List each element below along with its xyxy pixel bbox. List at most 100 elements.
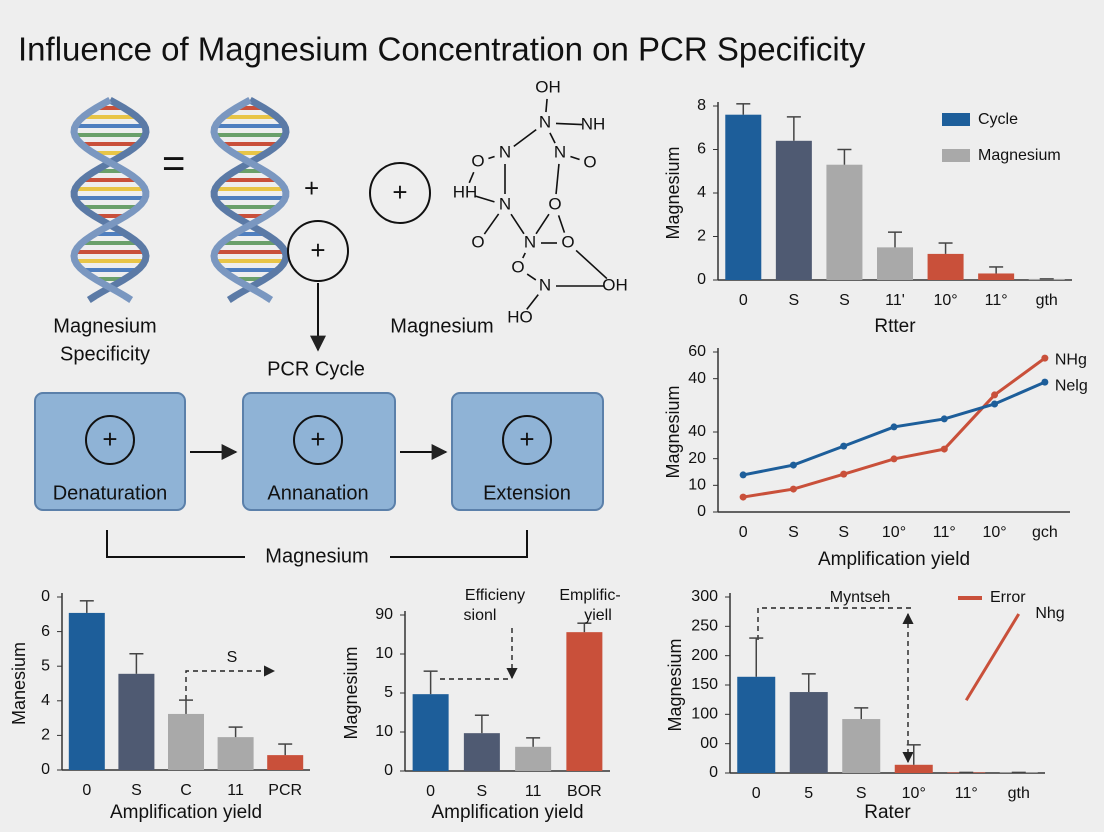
bond: [475, 195, 495, 203]
bar: [894, 764, 933, 773]
y-tick-label: 5: [384, 684, 393, 701]
point: [890, 455, 898, 463]
atom-label: N: [499, 194, 511, 213]
x-tick-label: 5: [804, 785, 813, 802]
y-tick-label: 60: [688, 343, 706, 360]
x-tick-label: S: [838, 524, 849, 541]
x-tick-label: 10°: [882, 524, 906, 541]
x-tick-label: S: [789, 292, 800, 309]
point: [840, 470, 848, 478]
atom-label: N: [554, 142, 566, 161]
bond: [575, 249, 608, 280]
y-tick-label: 200: [691, 647, 718, 664]
y-tick-label: 0: [697, 271, 706, 288]
atom-label: O: [583, 152, 596, 171]
bar: [842, 719, 881, 773]
x-tick-label: 10°: [902, 785, 926, 802]
y-tick-label: 10: [688, 477, 706, 494]
y-axis-label: Magnesium: [341, 646, 361, 739]
x-tick-label: 10°: [982, 524, 1006, 541]
y-axis-label: Manesium: [9, 642, 29, 725]
step-box: [242, 392, 396, 511]
bond: [510, 213, 525, 235]
bar: [978, 273, 1015, 280]
dna-strand: [70, 96, 150, 303]
x-tick-label: S: [856, 785, 867, 802]
legend-label: NHg: [1055, 351, 1087, 368]
x-tick-label: PCR: [268, 782, 302, 799]
annotation: Nhg: [1035, 605, 1064, 622]
plus-sign: +: [519, 424, 534, 454]
point: [789, 485, 797, 493]
plus-circle: [369, 162, 431, 224]
x-tick-label: 0: [739, 292, 748, 309]
x-tick-label: 11°: [985, 292, 1008, 309]
x-axis-label: Amplification yield: [110, 802, 262, 823]
point: [739, 471, 747, 479]
x-tick-label: 11': [885, 292, 905, 309]
bond: [555, 122, 583, 126]
bar: [737, 676, 776, 773]
atom-label: NH: [581, 114, 606, 133]
y-tick-label: 150: [691, 676, 718, 693]
bond: [526, 294, 539, 310]
y-tick-label: 40: [688, 423, 706, 440]
y-tick-label: 6: [41, 623, 50, 640]
annotation-line: [757, 607, 912, 640]
dna-label: Magnesium: [53, 315, 156, 337]
y-axis-label: Magnesium: [663, 385, 683, 478]
atom-label: N: [524, 232, 536, 251]
annotation: sionl: [464, 607, 497, 624]
y-tick-label: 250: [691, 618, 718, 635]
bond: [483, 213, 500, 235]
y-tick-label: 0: [384, 762, 393, 779]
dna-strand: [70, 96, 150, 303]
atom-label: N: [499, 142, 511, 161]
atom-label: OH: [535, 77, 561, 96]
bar: [463, 733, 500, 771]
point: [840, 442, 848, 450]
bond: [526, 273, 537, 281]
y-tick-label: 0: [697, 503, 706, 520]
y-tick-label: 5: [41, 657, 50, 674]
bar: [118, 673, 155, 770]
bar: [412, 694, 449, 771]
y-tick-label: 2: [41, 727, 50, 744]
plus-sign: +: [310, 235, 325, 265]
bar: [877, 247, 913, 280]
plus-circle: [85, 415, 135, 465]
dna-strand: [210, 96, 290, 303]
x-tick-label: S: [131, 782, 142, 799]
x-tick-label: C: [180, 782, 192, 799]
bar: [775, 140, 812, 280]
bar: [267, 755, 304, 770]
plus-sign: +: [310, 424, 325, 454]
x-tick-label: gch: [1032, 524, 1058, 541]
atom-label: HH: [453, 182, 478, 201]
dna-diagram: [70, 96, 290, 303]
point: [739, 493, 747, 501]
dna-strand: [210, 96, 290, 303]
bar: [68, 612, 105, 770]
x-tick-label: S: [477, 783, 488, 800]
atom-label: HO: [507, 307, 533, 326]
step-box: [34, 392, 186, 511]
y-tick-label: 4: [697, 184, 706, 201]
atom-label: O: [471, 151, 484, 170]
atom-label: O: [471, 232, 484, 251]
bond: [570, 155, 580, 161]
x-axis-label: Amplification yield: [431, 802, 583, 823]
point: [991, 400, 999, 408]
annotation: Myntseh: [830, 589, 890, 606]
bond: [555, 163, 560, 195]
point: [1041, 378, 1049, 386]
step-box: [451, 392, 604, 511]
x-tick-label: BOR: [567, 783, 602, 800]
molecule-label: Magnesium: [390, 315, 493, 337]
equals-sign: =: [162, 142, 185, 186]
bond: [545, 98, 548, 113]
annotation: Efficieny: [465, 587, 525, 604]
x-tick-label: 0: [82, 782, 91, 799]
